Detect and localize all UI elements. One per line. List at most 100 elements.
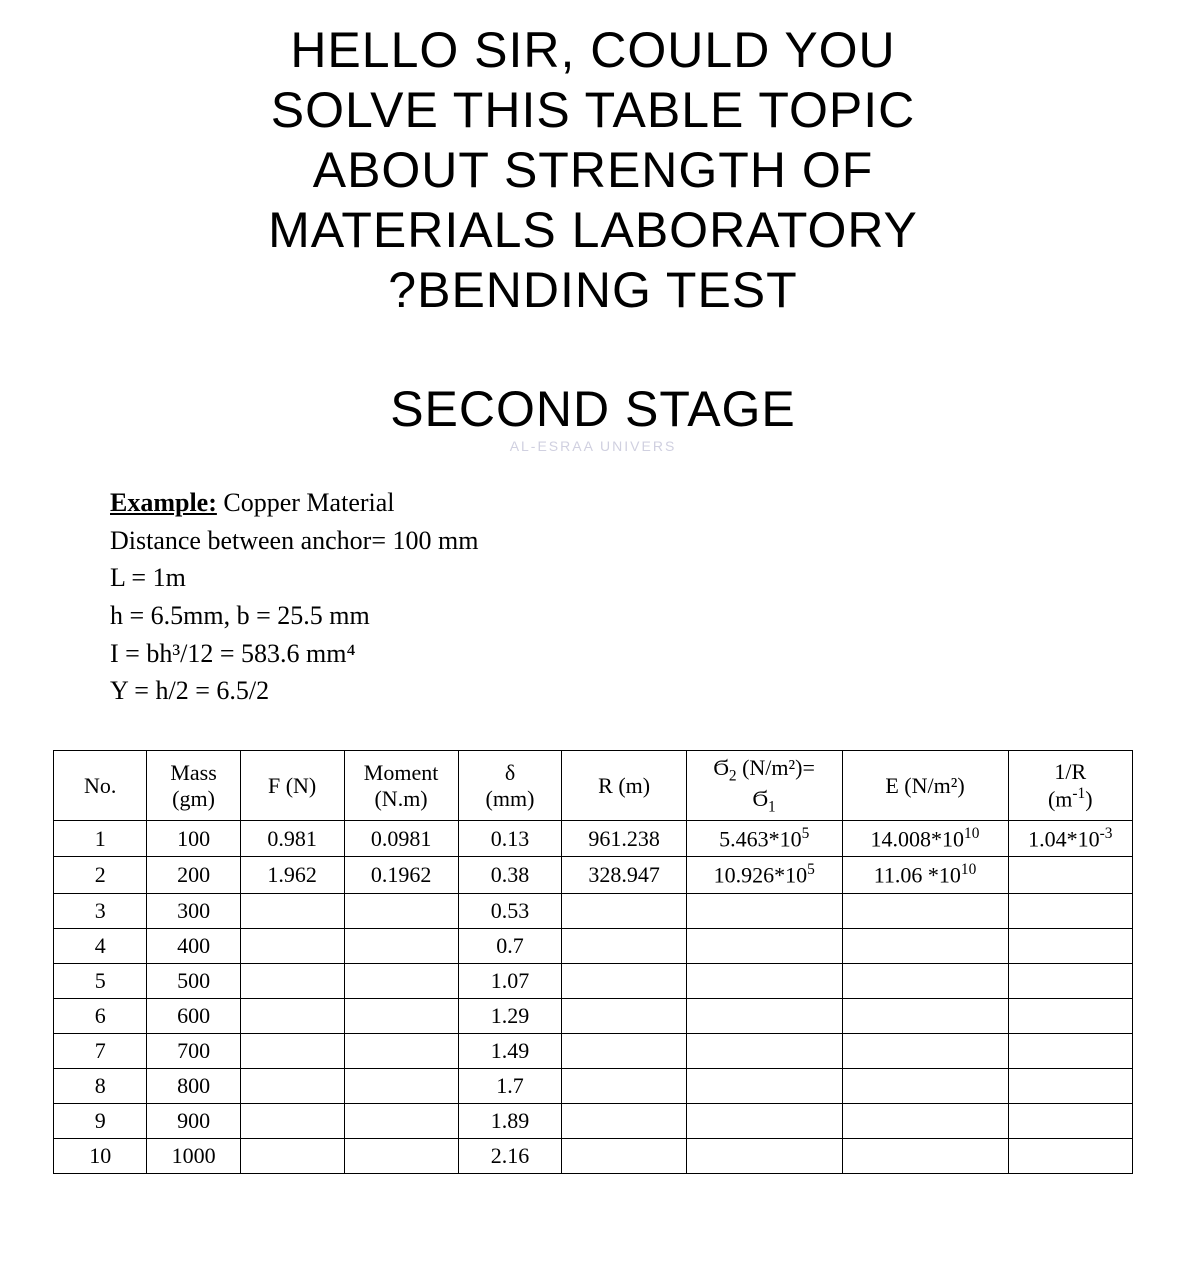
cell-moment: 0.1962 xyxy=(344,857,458,893)
cell-mass: 500 xyxy=(147,963,240,998)
cell-delta: 2.16 xyxy=(458,1138,562,1173)
cell-sigma xyxy=(686,963,842,998)
header-ir: 1/R(m-1) xyxy=(1008,751,1133,821)
example-block: Example: Copper Material Distance betwee… xyxy=(110,484,1186,710)
example-I: I = bh³/12 = 583.6 mm⁴ xyxy=(110,635,1186,673)
cell-mass: 1000 xyxy=(147,1138,240,1173)
cell-f xyxy=(240,1138,344,1173)
cell-ir xyxy=(1008,928,1133,963)
cell-r: 328.947 xyxy=(562,857,687,893)
cell-moment xyxy=(344,1138,458,1173)
cell-r xyxy=(562,1138,687,1173)
table-row: 88001.7 xyxy=(54,1068,1133,1103)
header-delta: δ(mm) xyxy=(458,751,562,821)
cell-mass: 200 xyxy=(147,857,240,893)
cell-no: 10 xyxy=(54,1138,147,1173)
cell-e: 11.06 *1010 xyxy=(842,857,1008,893)
data-table: No.Mass(gm)F (N)Moment(N.m)δ(mm)R (m)Ϭ2 … xyxy=(53,750,1133,1173)
cell-r xyxy=(562,1033,687,1068)
watermark: AL-ESRAA UNIVERS xyxy=(0,438,1186,454)
header-mass: Mass(gm) xyxy=(147,751,240,821)
cell-r xyxy=(562,1068,687,1103)
example-L: L = 1m xyxy=(110,559,1186,597)
cell-ir xyxy=(1008,857,1133,893)
example-label: Example: xyxy=(110,488,217,517)
cell-r xyxy=(562,928,687,963)
cell-delta: 1.29 xyxy=(458,998,562,1033)
cell-r xyxy=(562,893,687,928)
cell-moment xyxy=(344,1033,458,1068)
cell-moment xyxy=(344,928,458,963)
cell-no: 7 xyxy=(54,1033,147,1068)
example-Y: Y = h/2 = 6.5/2 xyxy=(110,672,1186,710)
cell-sigma xyxy=(686,998,842,1033)
example-distance: Distance between anchor= 100 mm xyxy=(110,522,1186,560)
cell-r xyxy=(562,998,687,1033)
cell-sigma xyxy=(686,1068,842,1103)
title-line-3: ABOUT STRENGTH OF xyxy=(0,140,1186,200)
cell-delta: 0.38 xyxy=(458,857,562,893)
cell-f: 1.962 xyxy=(240,857,344,893)
cell-f xyxy=(240,928,344,963)
cell-sigma xyxy=(686,928,842,963)
cell-f xyxy=(240,893,344,928)
cell-e xyxy=(842,1068,1008,1103)
cell-e xyxy=(842,1138,1008,1173)
title-block: HELLO SIR, COULD YOU SOLVE THIS TABLE TO… xyxy=(0,20,1186,320)
header-sigma: Ϭ2 (N/m²)=Ϭ1 xyxy=(686,751,842,821)
cell-ir xyxy=(1008,1103,1133,1138)
cell-f xyxy=(240,1033,344,1068)
cell-e xyxy=(842,998,1008,1033)
cell-sigma: 5.463*105 xyxy=(686,820,842,856)
cell-no: 5 xyxy=(54,963,147,998)
cell-no: 2 xyxy=(54,857,147,893)
cell-ir xyxy=(1008,893,1133,928)
example-material-line: Example: Copper Material xyxy=(110,484,1186,522)
cell-sigma xyxy=(686,1103,842,1138)
cell-sigma xyxy=(686,1138,842,1173)
cell-moment xyxy=(344,998,458,1033)
title-line-2: SOLVE THIS TABLE TOPIC xyxy=(0,80,1186,140)
cell-delta: 1.89 xyxy=(458,1103,562,1138)
cell-sigma: 10.926*105 xyxy=(686,857,842,893)
header-row: No.Mass(gm)F (N)Moment(N.m)δ(mm)R (m)Ϭ2 … xyxy=(54,751,1133,821)
table-row: 55001.07 xyxy=(54,963,1133,998)
cell-moment xyxy=(344,963,458,998)
cell-f: 0.981 xyxy=(240,820,344,856)
table-row: 9900 1.89 xyxy=(54,1103,1133,1138)
cell-mass: 300 xyxy=(147,893,240,928)
cell-f xyxy=(240,1068,344,1103)
cell-r xyxy=(562,1103,687,1138)
title-line-5: ?BENDING TEST xyxy=(0,260,1186,320)
cell-e xyxy=(842,1103,1008,1138)
example-material: Copper Material xyxy=(217,488,395,517)
title-line-1: HELLO SIR, COULD YOU xyxy=(0,20,1186,80)
header-f: F (N) xyxy=(240,751,344,821)
cell-ir xyxy=(1008,998,1133,1033)
cell-mass: 900 xyxy=(147,1103,240,1138)
cell-e xyxy=(842,1033,1008,1068)
table-row: 66001.29 xyxy=(54,998,1133,1033)
table-row: 22001.9620.19620.38328.94710.926*10511.0… xyxy=(54,857,1133,893)
table-row: 11000.9810.09810.13961.2385.463*10514.00… xyxy=(54,820,1133,856)
cell-no: 9 xyxy=(54,1103,147,1138)
header-e: E (N/m²) xyxy=(842,751,1008,821)
title-line-4: MATERIALS LABORATORY xyxy=(0,200,1186,260)
header-r: R (m) xyxy=(562,751,687,821)
cell-r: 961.238 xyxy=(562,820,687,856)
cell-e xyxy=(842,893,1008,928)
cell-ir xyxy=(1008,1033,1133,1068)
cell-f xyxy=(240,1103,344,1138)
cell-r xyxy=(562,963,687,998)
table-row: 44000.7 xyxy=(54,928,1133,963)
subtitle: SECOND STAGE xyxy=(0,380,1186,438)
cell-ir xyxy=(1008,1138,1133,1173)
cell-e xyxy=(842,928,1008,963)
cell-e: 14.008*1010 xyxy=(842,820,1008,856)
cell-sigma xyxy=(686,893,842,928)
cell-e xyxy=(842,963,1008,998)
cell-mass: 100 xyxy=(147,820,240,856)
cell-mass: 400 xyxy=(147,928,240,963)
cell-delta: 1.49 xyxy=(458,1033,562,1068)
table-row: 33000.53 xyxy=(54,893,1133,928)
